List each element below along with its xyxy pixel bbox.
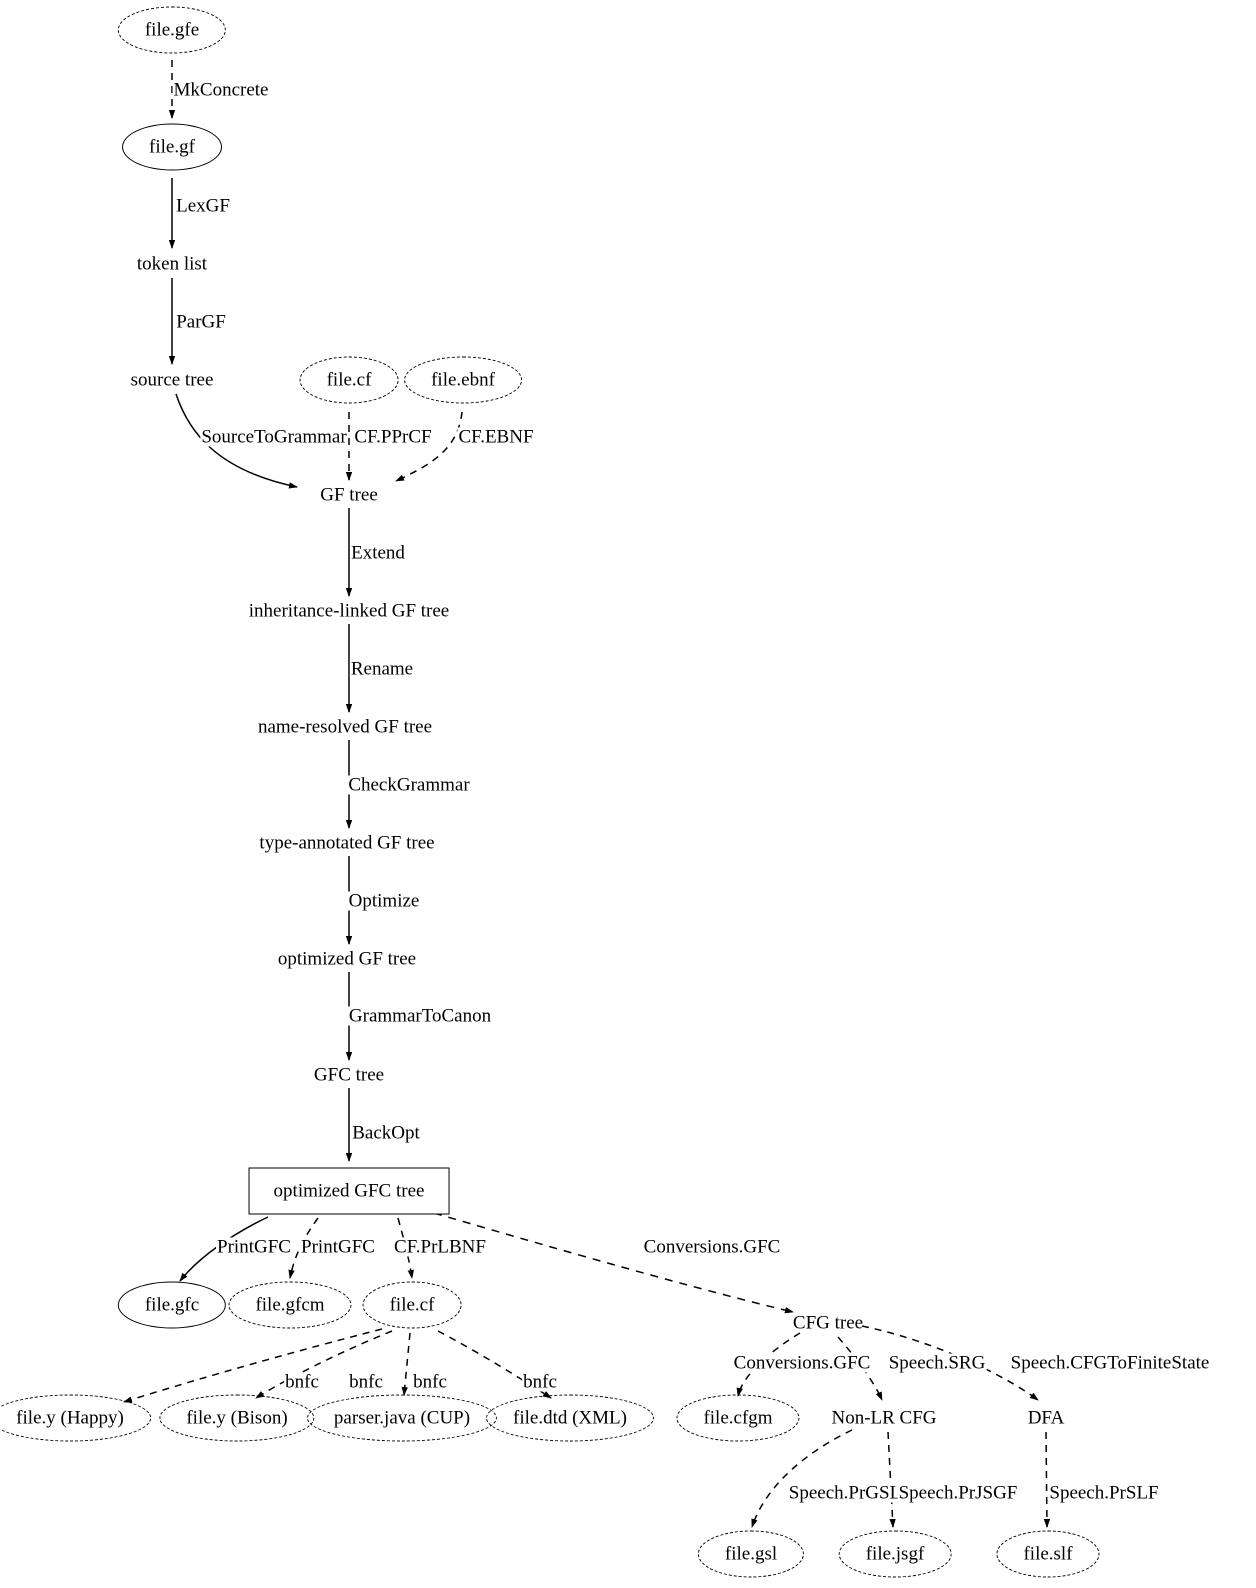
edge-label-conversions-gfc-1: Conversions.GFC [642,1236,782,1258]
edge-label-speech-cfgtofinitestate: Speech.CFGToFiniteState [1009,1352,1211,1374]
edge-speech-prjsgf [887,1431,896,1528]
node-file-cf-top[interactable]: file.cf [299,356,399,404]
node-parser-java-cup[interactable]: parser.java (CUP) [306,1394,498,1442]
node-file-slf[interactable]: file.slf [996,1530,1100,1578]
node-label: inheritance-linked GF tree [248,600,450,622]
node-optimized-gfc-tree[interactable]: optimized GFC tree [248,1167,450,1215]
node-label: parser.java (CUP) [333,1407,471,1429]
node-file-gfe[interactable]: file.gfe [117,6,227,54]
edge-label-extend: Extend [350,542,406,564]
node-label: file.gfcm [255,1294,325,1316]
node-token-list[interactable]: token list [131,253,213,276]
node-gfc-tree[interactable]: GFC tree [308,1064,390,1087]
node-label: file.cf [326,369,372,391]
node-label: type-annotated GF tree [259,832,435,854]
edge-label-cf-pprcf: CF.PPrCF [353,426,433,448]
node-type-annotated-gf-tree[interactable]: type-annotated GF tree [253,832,440,855]
edge-label-optimize: Optimize [347,890,421,912]
node-file-ebnf[interactable]: file.ebnf [404,356,522,404]
node-label: CFG tree [792,1312,864,1334]
node-label: source tree [130,369,214,391]
node-label: file.gfc [144,1294,200,1316]
edge-speech-prslf [1043,1431,1051,1528]
node-file-cf-mid[interactable]: file.cf [362,1281,462,1329]
node-non-lr-cfg[interactable]: Non-LR CFG [825,1407,942,1430]
node-label: GF tree [320,484,378,506]
edge-label-sourcetogrammar: SourceToGrammar [200,426,348,448]
node-source-tree[interactable]: source tree [125,369,220,392]
edge-label-checkgrammar: CheckGrammar [347,774,471,796]
node-file-gf[interactable]: file.gf [122,123,222,171]
edge-label-printgfc-1: PrintGFC [216,1236,292,1258]
edge-label-printgfc-2: PrintGFC [300,1236,376,1258]
node-inheritance-linked-gf-tree[interactable]: inheritance-linked GF tree [243,600,455,623]
node-optimized-gf-tree[interactable]: optimized GF tree [272,948,422,971]
node-label: file.jsgf [865,1543,925,1565]
edge-label-cf-ebnf: CF.EBNF [457,426,535,448]
edge-label-speech-srg: Speech.SRG [887,1352,987,1374]
edge-bnfc-cup [401,1332,411,1396]
edge-label-bnfc-3: bnfc [412,1371,448,1393]
node-file-jsgf[interactable]: file.jsgf [838,1530,952,1578]
node-label: Non-LR CFG [831,1407,937,1429]
edge-label-speech-prslf: Speech.PrSLF [1048,1482,1160,1504]
node-file-y-happy[interactable]: file.y (Happy) [0,1394,151,1442]
node-label: file.gfe [144,19,200,41]
edge-speech-prgsl [751,1429,853,1528]
node-label: file.slf [1023,1543,1073,1565]
node-file-gfc[interactable]: file.gfc [117,1281,227,1329]
edge-label-grammartocanon: GrammarToCanon [347,1005,493,1027]
edge-label-conversions-gfc-2: Conversions.GFC [732,1352,872,1374]
node-label: file.cfgm [703,1407,773,1429]
node-gf-tree[interactable]: GF tree [314,484,384,507]
edge-label-speech-prjsgf: Speech.PrJSGF [897,1482,1019,1504]
edge-sourcetogrammar [175,393,298,489]
node-dfa[interactable]: DFA [1022,1407,1071,1430]
node-cfg-tree[interactable]: CFG tree [787,1312,869,1335]
edge-label-bnfc-4: bnfc [522,1371,558,1393]
node-file-dtd-xml[interactable]: file.dtd (XML) [486,1394,654,1442]
node-label: optimized GFC tree [273,1180,425,1202]
node-file-cfgm[interactable]: file.cfgm [676,1394,800,1442]
edge-label-mkconcrete: MkConcrete [172,79,270,101]
node-label: file.cf [389,1294,435,1316]
node-file-gfcm[interactable]: file.gfcm [228,1281,352,1329]
edge-label-bnfc-1: bnfc [284,1371,320,1393]
edge-label-lexgf: LexGF [175,195,231,217]
edge-label-bnfc-2: bnfc [348,1371,384,1393]
node-label: optimized GF tree [277,948,417,970]
node-label: file.y (Bison) [186,1407,288,1429]
edge-label-rename: Rename [349,658,415,680]
node-label: file.ebnf [431,369,495,391]
node-label: file.gsl [724,1543,778,1565]
node-label: name-resolved GF tree [257,716,433,738]
node-file-gsl[interactable]: file.gsl [697,1530,805,1578]
node-label: token list [136,253,208,275]
node-label: file.gf [149,136,195,158]
edge-conversions-gfc-cfgtree [433,1212,794,1314]
node-label: GFC tree [313,1064,385,1086]
edge-label-pargf: ParGF [175,311,227,333]
node-label: DFA [1027,1407,1065,1429]
node-file-y-bison[interactable]: file.y (Bison) [159,1394,315,1442]
edge-bnfc-bison [255,1330,393,1399]
edge-bnfc-happy [123,1328,383,1403]
edge-label-backopt: BackOpt [351,1122,421,1144]
node-name-resolved-gf-tree[interactable]: name-resolved GF tree [252,716,438,739]
node-label: file.y (Happy) [16,1407,124,1429]
edge-label-speech-prgsl: Speech.PrGSL [787,1482,903,1504]
edge-label-cf-prlbnf: CF.PrLBNF [393,1236,487,1258]
node-label: file.dtd (XML) [513,1407,627,1429]
